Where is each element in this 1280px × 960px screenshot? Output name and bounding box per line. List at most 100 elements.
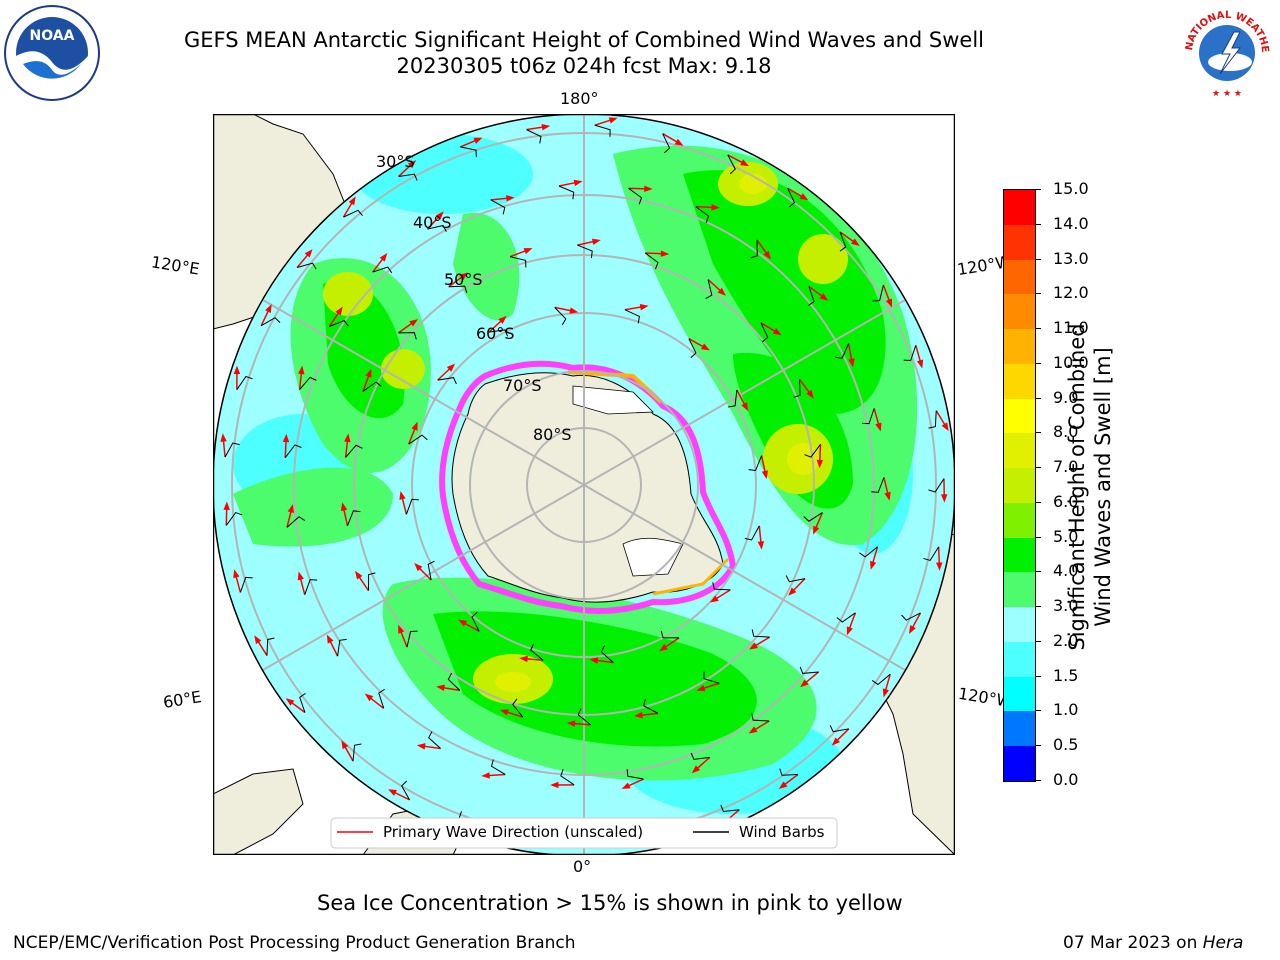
wind-barb bbox=[343, 209, 363, 218]
wave-arrow-head bbox=[411, 421, 418, 431]
wave-arrow bbox=[526, 126, 545, 131]
colorbar-tick-mark bbox=[1035, 432, 1041, 434]
wave-arrow bbox=[883, 477, 889, 496]
wave-arrow bbox=[808, 285, 824, 298]
colorbar-tick-label: 7.0 bbox=[1053, 457, 1079, 477]
wave-arrow bbox=[235, 574, 242, 593]
wave-arrow bbox=[871, 546, 879, 565]
wind-barb bbox=[594, 124, 611, 137]
wind-barb bbox=[530, 643, 544, 661]
wave-arrow bbox=[441, 686, 460, 692]
wave-arrow-head bbox=[621, 782, 631, 789]
wave-arrow-head bbox=[757, 541, 765, 550]
wind-barb bbox=[509, 256, 527, 268]
wind-barb bbox=[785, 575, 806, 583]
wave-arrow bbox=[222, 439, 226, 458]
wave-arrow bbox=[448, 275, 464, 288]
wave-arrow-head bbox=[772, 328, 782, 336]
colorbar-tick-label: 0.0 bbox=[1053, 770, 1079, 789]
wave-arrow-head bbox=[846, 626, 853, 636]
colorbar-segment bbox=[1004, 676, 1035, 712]
lat-label-80s: 80°S bbox=[533, 425, 572, 444]
wind-barb bbox=[859, 546, 878, 558]
wind-barb bbox=[299, 376, 317, 390]
wind-barb bbox=[829, 725, 849, 733]
wind-barb bbox=[490, 759, 506, 775]
wave-arrow-head bbox=[416, 743, 426, 750]
colorbar-segment bbox=[1004, 329, 1035, 365]
wave-arrow bbox=[736, 389, 746, 407]
wave-arrow-head bbox=[885, 298, 892, 308]
wave-arrow bbox=[369, 696, 385, 709]
wave-arrow-head bbox=[335, 306, 343, 316]
wave-arrow-head bbox=[287, 504, 294, 513]
wave-arrow-head bbox=[446, 363, 456, 372]
wind-barb bbox=[347, 510, 361, 526]
wave-arrow bbox=[594, 119, 613, 126]
colorbar-segment bbox=[1004, 537, 1035, 573]
colorbar-tick-mark bbox=[1035, 501, 1041, 503]
sea-ice-note: Sea Ice Concentration > 15% is shown in … bbox=[317, 891, 903, 915]
wave-arrow bbox=[839, 231, 856, 244]
colorbar-tick-mark bbox=[1035, 397, 1041, 399]
colorbar-tick-mark bbox=[1035, 293, 1041, 295]
wave-arrow-head bbox=[916, 359, 924, 369]
wave-arrow-head bbox=[691, 765, 701, 774]
wave-arrow-head bbox=[700, 343, 710, 351]
wave-arrow bbox=[819, 444, 822, 463]
wind-barb bbox=[447, 672, 461, 691]
wave-arrow-head bbox=[407, 160, 417, 169]
wave-arrow bbox=[362, 374, 370, 392]
colorbar-tick-mark bbox=[1035, 362, 1041, 364]
wave-arrow-head bbox=[355, 570, 363, 580]
wind-barb bbox=[368, 572, 376, 591]
wind-barb bbox=[862, 408, 875, 425]
wave-arrow-head bbox=[304, 249, 313, 258]
wind-barb bbox=[299, 692, 306, 713]
svg-text:★ ★ ★: ★ ★ ★ bbox=[1212, 89, 1242, 99]
wind-barb bbox=[836, 612, 856, 623]
map-legend: Primary Wave Direction (unscaled) Wind B… bbox=[330, 817, 838, 849]
wind-barb bbox=[286, 516, 306, 528]
wave-arrow-head bbox=[813, 525, 820, 535]
wave-arrow-head bbox=[717, 287, 726, 296]
wave-arrow bbox=[915, 345, 922, 363]
wind-barb bbox=[398, 173, 418, 181]
wave-arrow-head bbox=[459, 272, 469, 281]
wind-barb bbox=[284, 444, 302, 459]
wave-arrow-head bbox=[348, 196, 356, 206]
wave-arrow bbox=[804, 671, 820, 685]
wind-barb bbox=[660, 630, 680, 639]
wave-arrow bbox=[525, 657, 544, 662]
wind-barb bbox=[600, 645, 614, 663]
wave-arrow bbox=[505, 710, 523, 718]
colorbar-tick-mark bbox=[1035, 675, 1041, 677]
wave-arrow-head bbox=[763, 250, 771, 260]
wave-arrow-head bbox=[233, 365, 241, 375]
wave-arrow-head bbox=[778, 781, 788, 789]
wave-arrow bbox=[727, 154, 745, 164]
wave-arrow-head bbox=[481, 772, 490, 779]
wave-arrow-head bbox=[326, 634, 334, 644]
lon-label-120e: 120°E bbox=[149, 252, 201, 279]
wave-arrow-head bbox=[644, 185, 653, 193]
colorbar-tick-mark bbox=[1035, 606, 1041, 608]
wind-barb bbox=[554, 307, 567, 326]
wind-barb bbox=[793, 379, 801, 398]
footer-date: 07 Mar 2023 on bbox=[1063, 933, 1203, 953]
wave-arrow-head bbox=[282, 433, 290, 443]
noaa-logo: NOAA bbox=[3, 4, 101, 102]
wind-barb bbox=[427, 224, 447, 232]
wave-arrow-head bbox=[740, 159, 750, 167]
wind-barb bbox=[643, 698, 659, 714]
wind-barb bbox=[448, 285, 468, 293]
wave-arrow-head bbox=[569, 307, 579, 314]
wind-barb bbox=[345, 444, 363, 458]
wind-barb bbox=[705, 279, 713, 299]
wind-barb bbox=[471, 611, 480, 632]
wind-barb bbox=[266, 637, 275, 656]
wind-barb bbox=[337, 638, 347, 657]
nws-logo: NATIONAL WEATHER SERVICE ★ ★ ★ bbox=[1174, 0, 1276, 102]
lat-label-70s: 70°S bbox=[503, 376, 542, 395]
wave-arrow-head bbox=[816, 459, 824, 469]
